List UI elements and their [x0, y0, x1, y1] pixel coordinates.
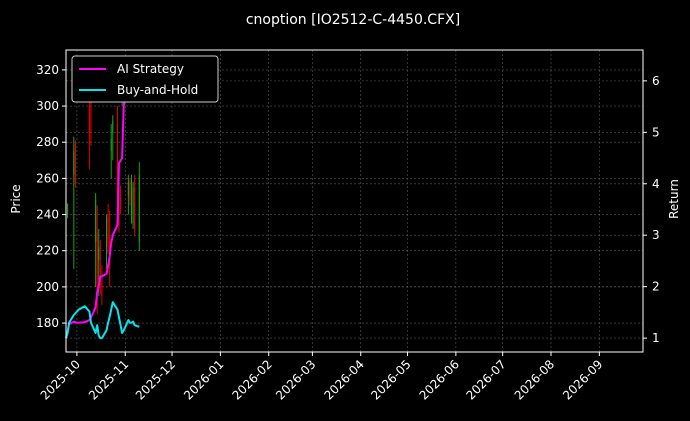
candle-body [74, 144, 76, 183]
left-axis-ticks: 180 200 220 240 260 280 300 320 [36, 63, 66, 330]
candle-body [132, 187, 134, 224]
candle-body [118, 205, 120, 215]
candle-body [96, 232, 98, 291]
candle-body [98, 247, 100, 260]
candle-body [99, 268, 101, 273]
candlesticks [65, 66, 140, 315]
candle [107, 203, 109, 255]
candle [95, 192, 97, 287]
candle-body [90, 106, 92, 139]
candle [138, 162, 140, 251]
candle-body [106, 218, 108, 260]
candle-body [67, 203, 69, 215]
candle-body [112, 120, 114, 134]
candle [73, 136, 75, 269]
y-tick-label: 320 [36, 63, 59, 77]
y-tick-label: 240 [36, 208, 59, 222]
candle [127, 174, 129, 215]
y2-tick-label: 2 [652, 280, 660, 294]
candle-body [95, 200, 97, 242]
plot-frame [65, 49, 644, 353]
right-axis-ticks: 1 2 3 4 5 6 [643, 74, 660, 345]
candle [74, 140, 76, 188]
y2-tick-label: 6 [652, 74, 660, 88]
y-tick-label: 300 [36, 99, 59, 113]
candle [90, 97, 92, 146]
candle-body [110, 138, 112, 152]
series-line-buy-and-hold [65, 301, 140, 340]
candle [130, 174, 133, 224]
candle-body [120, 196, 122, 208]
legend: AI Strategy Buy-and-Hold [71, 55, 219, 103]
y-axis-label: Price [9, 184, 23, 213]
candle-body [101, 277, 103, 296]
candle-body [134, 187, 136, 230]
candle-body [129, 182, 131, 201]
legend-box [71, 55, 219, 103]
candle-body [138, 174, 140, 242]
chart-title: cnoption [IO2512-C-4450.CFX] [246, 12, 460, 28]
y2-axis-label: Return [667, 179, 681, 219]
candle [120, 185, 122, 215]
candle [106, 214, 108, 269]
series-line-ai-strategy [65, 65, 130, 339]
y-tick-label: 200 [36, 280, 59, 294]
candle [129, 178, 131, 206]
y-tick-label: 180 [36, 316, 59, 330]
candle-body [130, 182, 133, 215]
candle-body [88, 106, 90, 134]
legend-label-ai-strategy: AI Strategy [117, 62, 184, 76]
y-tick-label: 280 [36, 135, 59, 149]
y-tick-label: 260 [36, 171, 59, 185]
y2-tick-label: 5 [652, 125, 660, 139]
return-series [65, 65, 140, 340]
candle [67, 203, 69, 219]
candle [99, 239, 101, 295]
y2-tick-label: 1 [652, 331, 660, 345]
y2-tick-label: 4 [652, 177, 660, 191]
candle [134, 174, 136, 237]
candle [110, 124, 112, 179]
candle-body [73, 151, 75, 175]
legend-label-buy-and-hold: Buy-and-Hold [117, 83, 198, 97]
y2-tick-label: 3 [652, 228, 660, 242]
candle [101, 265, 103, 305]
candle-body [107, 214, 109, 248]
candle [132, 182, 134, 230]
y-tick-label: 220 [36, 244, 59, 258]
candle-body [116, 124, 119, 197]
candle-body [127, 182, 129, 197]
candle [112, 115, 114, 161]
